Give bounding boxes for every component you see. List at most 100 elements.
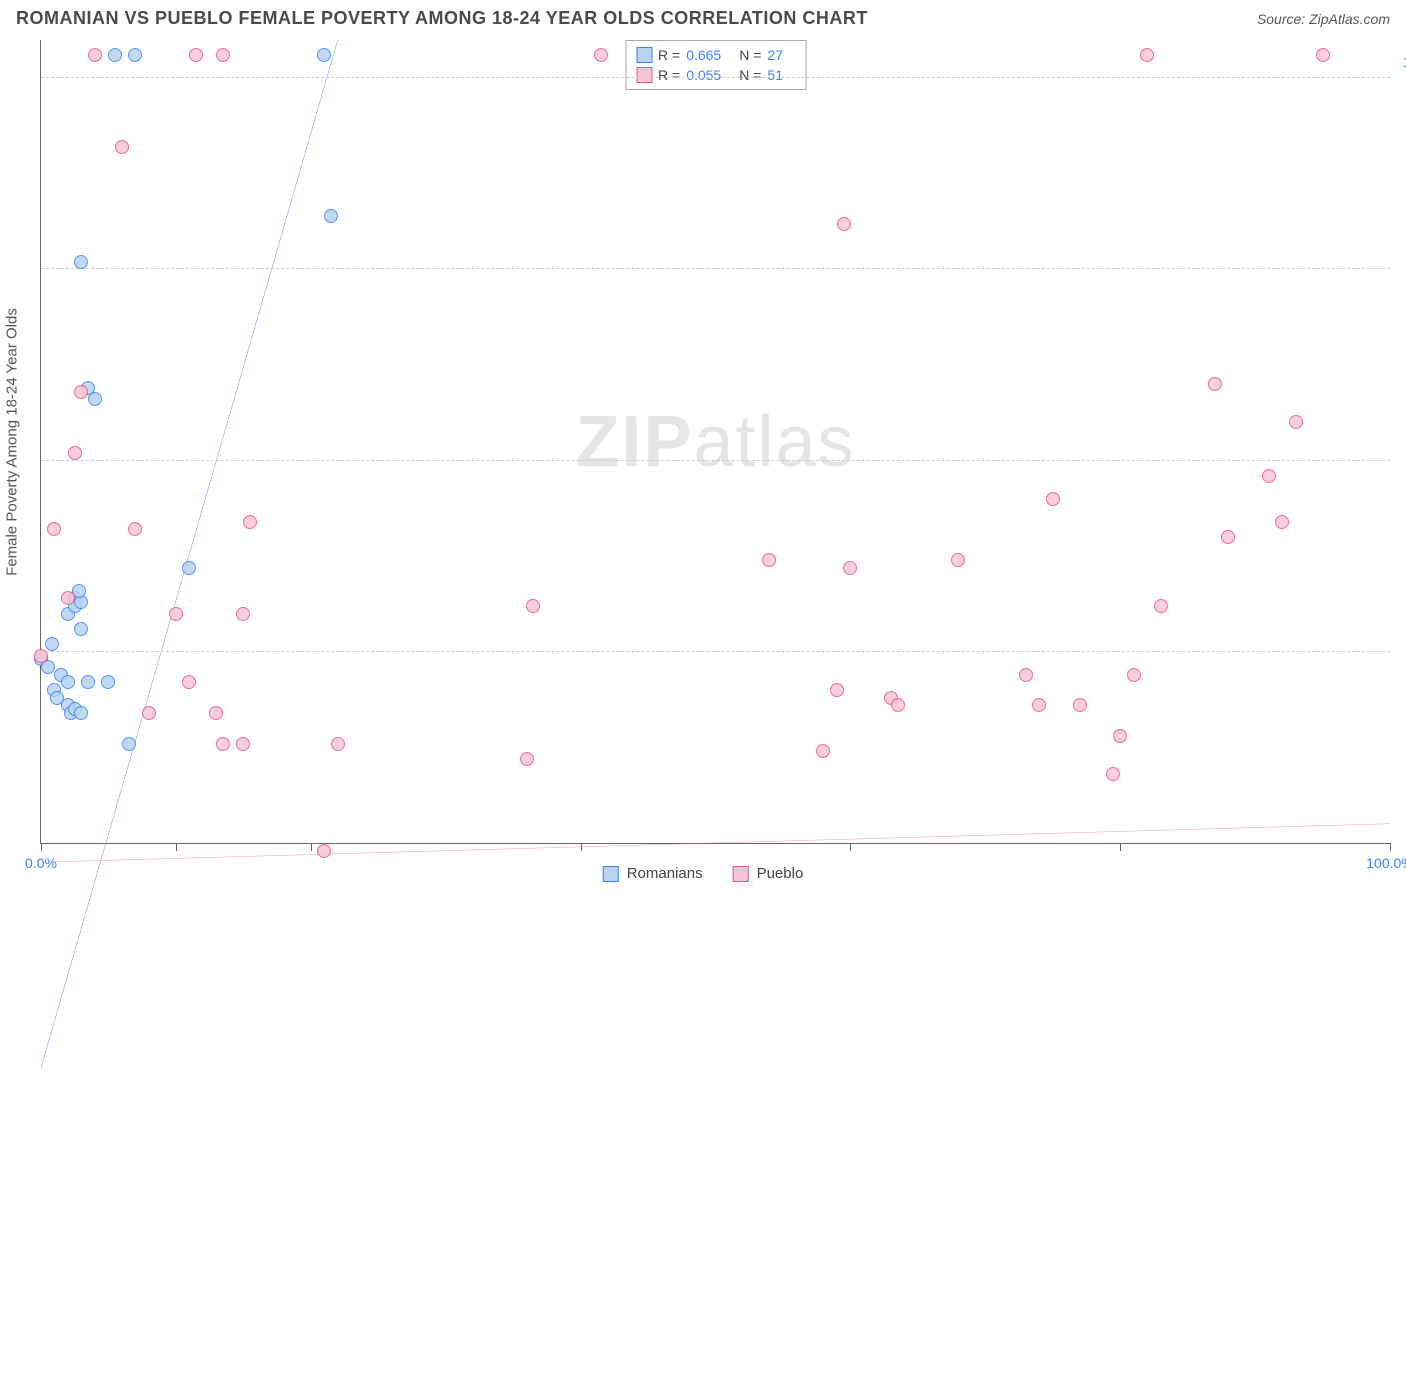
y-tick-label: 50.0% — [1395, 437, 1406, 453]
data-point — [115, 140, 129, 154]
r-value: 0.055 — [686, 67, 721, 83]
data-point — [1208, 377, 1222, 391]
trend-lines — [41, 40, 1390, 1389]
data-point — [88, 48, 102, 62]
data-point — [1140, 48, 1154, 62]
plot-area: ZIPatlas R = 0.665N = 27R = 0.055N = 51 … — [40, 40, 1390, 844]
swatch — [733, 866, 749, 882]
r-label: R = — [658, 47, 680, 63]
data-point — [317, 48, 331, 62]
swatch — [603, 866, 619, 882]
x-tick — [1390, 843, 1391, 851]
x-tick — [850, 843, 851, 851]
legend-item: Pueblo — [733, 865, 804, 882]
x-tick — [41, 843, 42, 851]
stats-row: R = 0.665 N = 27 — [636, 45, 795, 65]
data-point — [1106, 767, 1120, 781]
r-value: 0.665 — [686, 47, 721, 63]
data-point — [216, 737, 230, 751]
n-value: 51 — [767, 67, 783, 83]
data-point — [1113, 729, 1127, 743]
x-max-label: 100.0% — [1366, 855, 1406, 871]
data-point — [122, 737, 136, 751]
n-label: N = — [739, 67, 761, 83]
data-point — [1032, 698, 1046, 712]
data-point — [81, 675, 95, 689]
data-point — [236, 607, 250, 621]
data-point — [1046, 492, 1060, 506]
data-point — [236, 737, 250, 751]
data-point — [50, 691, 64, 705]
trend-line — [41, 40, 338, 1068]
data-point — [108, 48, 122, 62]
watermark: ZIPatlas — [575, 401, 855, 483]
swatch — [636, 47, 652, 63]
data-point — [47, 522, 61, 536]
data-point — [324, 209, 338, 223]
legend-item: Romanians — [603, 865, 703, 882]
data-point — [317, 844, 331, 858]
series-name: Pueblo — [757, 865, 804, 882]
data-point — [45, 637, 59, 651]
data-point — [128, 522, 142, 536]
data-point — [843, 561, 857, 575]
data-point — [243, 515, 257, 529]
data-point — [816, 744, 830, 758]
data-point — [1019, 668, 1033, 682]
n-value: 27 — [767, 47, 783, 63]
data-point — [101, 675, 115, 689]
trend-line — [41, 824, 1390, 863]
source: Source: ZipAtlas.com — [1257, 11, 1390, 27]
series-legend: Romanians Pueblo — [603, 865, 804, 882]
data-point — [1073, 698, 1087, 712]
y-axis-label: Female Poverty Among 18-24 Year Olds — [4, 308, 21, 576]
watermark-light: atlas — [693, 402, 855, 482]
gridline — [41, 460, 1390, 461]
r-label: R = — [658, 67, 680, 83]
y-tick-label: 75.0% — [1395, 245, 1406, 261]
data-point — [128, 48, 142, 62]
data-point — [74, 255, 88, 269]
y-tick-label: 25.0% — [1395, 628, 1406, 644]
gridline — [41, 268, 1390, 269]
data-point — [830, 683, 844, 697]
data-point — [1275, 515, 1289, 529]
data-point — [61, 675, 75, 689]
data-point — [1127, 668, 1141, 682]
data-point — [182, 561, 196, 575]
data-point — [1289, 415, 1303, 429]
data-point — [74, 622, 88, 636]
data-point — [1316, 48, 1330, 62]
data-point — [762, 553, 776, 567]
data-point — [1221, 530, 1235, 544]
y-tick-label: 100.0% — [1395, 54, 1406, 70]
data-point — [1262, 469, 1276, 483]
data-point — [182, 675, 196, 689]
gridline — [41, 77, 1390, 78]
data-point — [526, 599, 540, 613]
swatch — [636, 67, 652, 83]
data-point — [520, 752, 534, 766]
data-point — [594, 48, 608, 62]
data-point — [1154, 599, 1168, 613]
data-point — [837, 217, 851, 231]
gridline — [41, 651, 1390, 652]
chart-title: ROMANIAN VS PUEBLO FEMALE POVERTY AMONG … — [16, 8, 868, 29]
data-point — [74, 385, 88, 399]
data-point — [891, 698, 905, 712]
x-tick — [581, 843, 582, 851]
data-point — [331, 737, 345, 751]
data-point — [68, 446, 82, 460]
x-tick — [176, 843, 177, 851]
data-point — [142, 706, 156, 720]
source-label: Source: — [1257, 11, 1309, 27]
stats-legend: R = 0.665 N = 27 R = 0.055 N = 51 — [625, 40, 806, 90]
data-point — [34, 649, 48, 663]
x-tick — [311, 843, 312, 851]
watermark-bold: ZIP — [575, 402, 693, 482]
series-name: Romanians — [627, 865, 703, 882]
source-value: ZipAtlas.com — [1309, 11, 1390, 27]
data-point — [189, 48, 203, 62]
stats-row: R = 0.055 N = 51 — [636, 65, 795, 85]
n-label: N = — [739, 47, 761, 63]
